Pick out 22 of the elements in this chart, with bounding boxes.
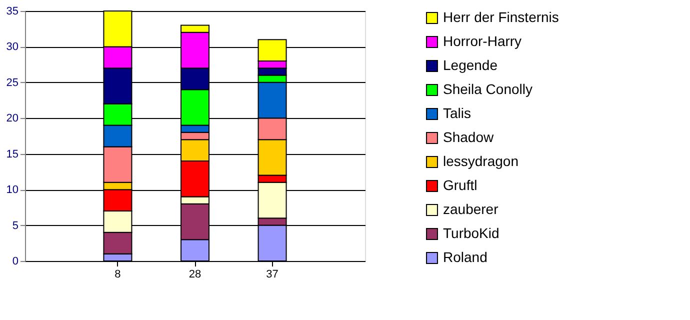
x-tick-label: 37	[266, 268, 278, 280]
legend-label: Herr der Finsternis	[443, 9, 559, 25]
y-tick-label: 0	[12, 256, 18, 268]
y-tick-label: 10	[6, 184, 18, 196]
y-tick-label: 5	[12, 220, 18, 232]
y-tick-label: 35	[6, 6, 18, 18]
y-tick-label: 30	[6, 41, 18, 54]
x-tick-label: 28	[188, 268, 202, 280]
legend-label: zauberer	[443, 201, 499, 217]
legend-label: TurboKid	[443, 225, 500, 241]
legend-label: Legende	[443, 57, 498, 73]
legend-label: Sheila Conolly	[443, 81, 532, 97]
legend-label: Shadow	[443, 129, 494, 145]
y-tick-label: 25	[6, 76, 18, 89]
legend-label: lessydragon	[443, 153, 518, 169]
legend-label: Talis	[443, 105, 472, 121]
legend-label: Gruftl	[443, 177, 478, 193]
legend-label: Roland	[443, 249, 488, 265]
legend-label: Horror-Harry	[443, 33, 522, 49]
y-tick-label: 15	[6, 148, 18, 160]
y-tick-label: 20	[6, 112, 18, 125]
x-tick-label: 8	[114, 268, 121, 280]
